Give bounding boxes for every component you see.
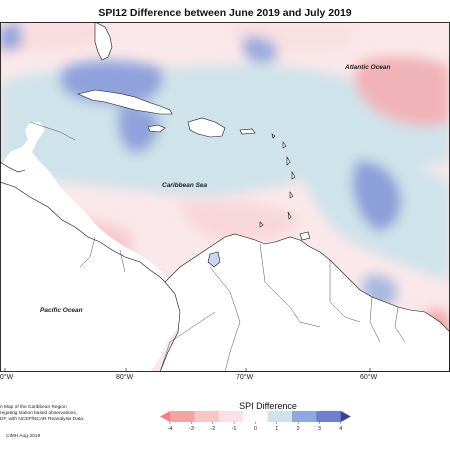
map-title: SPI12 Difference between June 2019 and J… <box>98 7 352 19</box>
legend-swatch <box>243 411 268 422</box>
legend-tick-label: -4 <box>168 426 173 432</box>
lon-label-60w: 60°W <box>360 373 378 381</box>
legend-swatch <box>194 411 220 422</box>
legend-tick-label: -3 <box>189 426 194 432</box>
lon-label-80w: 80°W <box>116 373 134 381</box>
legend-arrow-left <box>160 411 170 422</box>
legend-swatch <box>218 411 244 422</box>
lon-label-70w: 70°W <box>236 373 254 381</box>
legend-arrow-right <box>340 411 351 422</box>
legend-tick-label: 4 <box>339 426 342 432</box>
legend-tick-label: 2 <box>297 426 300 432</box>
legend-tick-label: -2 <box>210 426 215 432</box>
pacific-ocean-label: Pacific Ocean <box>40 307 83 314</box>
credit-line-2: regating station based observations, <box>0 411 78 416</box>
legend-tick-label: -1 <box>232 426 237 432</box>
legend-swatch <box>267 411 293 422</box>
caribbean-sea-label: Caribbean Sea <box>162 182 208 189</box>
legend-swatch <box>292 411 317 422</box>
legend-tick-label: 3 <box>318 426 321 432</box>
land-masses <box>0 22 450 372</box>
country-borders <box>29 121 406 372</box>
spi-field <box>0 22 450 372</box>
lon-label-90w: 90°W <box>0 373 14 381</box>
legend-swatch <box>170 411 195 422</box>
credit-line-4: CIMH Aug-2019 <box>6 434 41 439</box>
legend-colorbar: -4 -3 -2 -1 0 1 2 3 4 <box>160 411 351 432</box>
legend-tick-label: 1 <box>275 426 278 432</box>
spi-difference-map: Atlantic Ocean Caribbean Sea Pacific Oce… <box>0 22 450 372</box>
longitude-axis <box>4 368 371 372</box>
atlantic-ocean-label: Atlantic Ocean <box>344 64 391 71</box>
legend-title: SPI Difference <box>239 401 297 411</box>
longitude-labels: 90°W 80°W 70°W 60°W <box>0 373 378 381</box>
credit-line-1: n Map of the Caribbean Region <box>0 405 67 410</box>
credit-line-3: DF, with NCEP/NCAR Reanalysis Data. <box>0 417 85 422</box>
legend-tick-label: 0 <box>254 426 257 432</box>
legend-swatch <box>316 411 342 422</box>
